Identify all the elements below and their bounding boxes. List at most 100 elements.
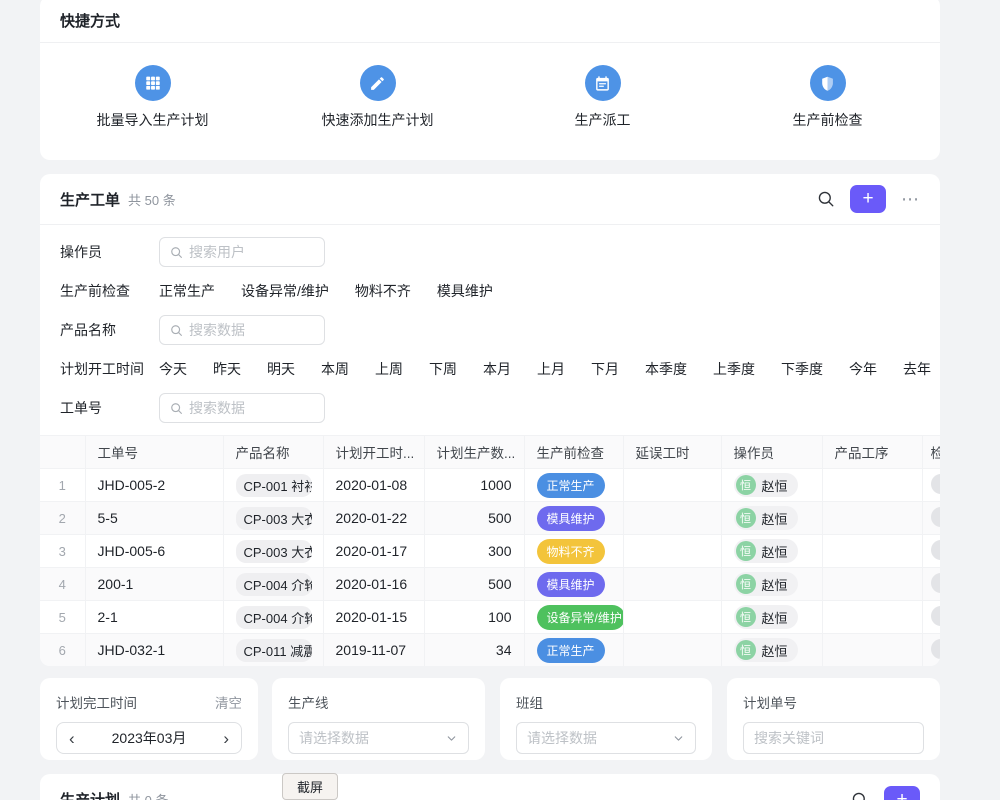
filter-option[interactable]: 上周 — [375, 361, 403, 377]
filter-option[interactable]: 本月 — [483, 361, 511, 377]
cell-order-no: JHD-005-2 — [84, 468, 224, 502]
chevron-down-icon — [674, 735, 683, 741]
plan-no-card: 计划单号 搜索关键词 — [727, 678, 940, 760]
col-inspector: 检验员 — [921, 435, 940, 469]
filter-option[interactable]: 明天 — [267, 361, 295, 377]
cell-start-date: 2020-01-16 — [322, 567, 425, 601]
cell-start-date: 2020-01-15 — [322, 600, 425, 634]
cell-qty: 100 — [423, 600, 525, 634]
placeholder: 请选择数据 — [527, 730, 597, 746]
avatar — [930, 506, 940, 527]
table-header-row: 工单号 产品名称 计划开工时... 计划生产数... 生产前检查 延误工时 操作… — [40, 435, 940, 469]
more-actions-icon[interactable]: ⋯ — [901, 188, 920, 209]
production-plan-title: 生产计划 — [60, 789, 120, 800]
filter-option[interactable]: 本周 — [321, 361, 349, 377]
screenshot-button[interactable]: 截屏 — [282, 773, 338, 800]
cell-qty: 1000 — [423, 468, 525, 502]
placeholder: 搜索数据 — [189, 400, 245, 416]
filter-option[interactable]: 上季度 — [713, 361, 755, 377]
production-line-select[interactable]: 请选择数据 — [288, 722, 469, 754]
shortcut-precheck[interactable]: 生产前检查 — [715, 65, 940, 130]
col-product: 产品名称 — [222, 435, 324, 469]
avatar: 恒 — [735, 607, 756, 627]
search-icon — [171, 246, 182, 258]
shortcut-label: 生产前检查 — [792, 112, 863, 128]
filter-row-operator: 操作员 搜索用户 — [60, 237, 920, 267]
status-badge: 正常生产 — [536, 472, 605, 498]
cell-start-date: 2019-11-07 — [322, 633, 425, 666]
shortcut-dispatch[interactable]: 生产派工 — [490, 65, 715, 130]
production-plan-count: 共 0 条 — [128, 790, 168, 800]
status-badge: 模具维护 — [536, 505, 605, 531]
placeholder: 请选择数据 — [299, 730, 369, 746]
table-row[interactable]: 2 5-5 CP-003 大衣 2020-01-22 500 模具维护 恒赵恒 — [40, 501, 940, 535]
filter-option[interactable]: 本季度 — [645, 361, 687, 377]
shortcut-quick-add[interactable]: 快速添加生产计划 — [265, 65, 490, 130]
operator-search-input[interactable]: 搜索用户 — [159, 237, 325, 267]
shortcut-batch-import[interactable]: 批量导入生产计划 — [40, 65, 265, 130]
cell-process — [821, 534, 923, 568]
avatar — [930, 638, 940, 659]
clear-button[interactable]: 清空 — [215, 696, 242, 711]
production-line-label: 生产线 — [288, 696, 329, 711]
shortcuts-row: 批量导入生产计划 快速添加生产计划 生产派工 — [40, 43, 940, 130]
add-work-order-button[interactable]: + — [850, 185, 886, 213]
cell-process — [821, 633, 923, 666]
plan-finish-time-card: 计划完工时间 清空 ‹ 2023年03月 › — [40, 678, 258, 760]
shortcut-label: 生产派工 — [574, 112, 631, 128]
filter-option[interactable]: 昨天 — [213, 361, 241, 377]
month-value: 2023年03月 — [111, 730, 187, 746]
filter-option[interactable]: 下月 — [591, 361, 619, 377]
team-select[interactable]: 请选择数据 — [516, 722, 696, 754]
filter-option[interactable]: 正常生产 — [159, 283, 215, 299]
filter-label: 工单号 — [60, 400, 102, 416]
table-row[interactable]: 4 200-1 CP-004 介轮 2020-01-16 500 模具维护 恒赵… — [40, 567, 940, 601]
filter-label: 产品名称 — [60, 322, 116, 338]
pencil-icon — [359, 65, 396, 101]
placeholder: 搜索关键词 — [754, 730, 824, 746]
work-orders-card: 生产工单 共 50 条 + ⋯ 操作员 搜索用户 生产前检查 — [40, 174, 940, 666]
production-plan-card: 生产计划 共 0 条 + — [40, 774, 940, 800]
avatar — [930, 605, 940, 626]
filter-option[interactable]: 设备异常/维护 — [241, 283, 329, 299]
filter-option[interactable]: 下季度 — [781, 361, 823, 377]
operator-tag: 恒赵恒 — [733, 506, 798, 530]
filter-option[interactable]: 物料不齐 — [354, 283, 411, 299]
col-process: 产品工序 — [821, 435, 923, 469]
order-no-search-input[interactable]: 搜索数据 — [159, 393, 325, 423]
chevron-left-icon[interactable]: ‹ — [69, 728, 75, 748]
chevron-right-icon[interactable]: › — [223, 728, 229, 748]
filter-option[interactable]: 今天 — [159, 361, 187, 377]
filter-label: 计划开工时间 — [60, 361, 144, 377]
avatar: 恒 — [735, 475, 756, 495]
product-tag: CP-011 减震 — [235, 638, 312, 662]
search-icon — [171, 402, 182, 414]
product-search-input[interactable]: 搜索数据 — [159, 315, 325, 345]
grid-icon — [134, 65, 171, 101]
shield-icon — [809, 65, 846, 101]
filter-row-precheck: 生产前检查 正常生产 设备异常/维护 物料不齐 模具维护 — [60, 281, 920, 301]
operator-tag: 恒赵恒 — [733, 473, 798, 497]
avatar: 恒 — [735, 574, 756, 594]
search-icon[interactable] — [851, 791, 869, 800]
search-icon[interactable] — [817, 190, 835, 208]
calendar-icon — [584, 65, 621, 101]
table-row[interactable]: 1 JHD-005-2 CP-001 衬衫 2020-01-08 1000 正常… — [40, 468, 940, 502]
table-row[interactable]: 3 JHD-005-6 CP-003 大衣 2020-01-17 300 物料不… — [40, 534, 940, 568]
operator-tag: 恒赵恒 — [733, 605, 798, 629]
filter-option[interactable]: 下周 — [429, 361, 457, 377]
filter-option[interactable]: 去年 — [903, 361, 931, 377]
table-row[interactable]: 5 2-1 CP-004 介轮 2020-01-15 100 设备异常/维护 恒… — [40, 600, 940, 634]
filter-option[interactable]: 今年 — [849, 361, 877, 377]
filter-option[interactable]: 模具维护 — [436, 283, 493, 299]
cell-process — [821, 567, 923, 601]
cell-qty: 34 — [423, 633, 525, 666]
filter-option[interactable]: 上月 — [537, 361, 565, 377]
work-orders-header: 生产工单 共 50 条 + ⋯ — [40, 174, 940, 225]
cell-process — [821, 501, 923, 535]
col-precheck: 生产前检查 — [523, 435, 624, 469]
table-row[interactable]: 6 JHD-032-1 CP-011 减震 2019-11-07 34 正常生产… — [40, 633, 940, 666]
add-plan-button[interactable]: + — [884, 785, 920, 800]
shortcut-label: 快速添加生产计划 — [321, 112, 434, 128]
plan-no-input[interactable]: 搜索关键词 — [743, 722, 924, 754]
